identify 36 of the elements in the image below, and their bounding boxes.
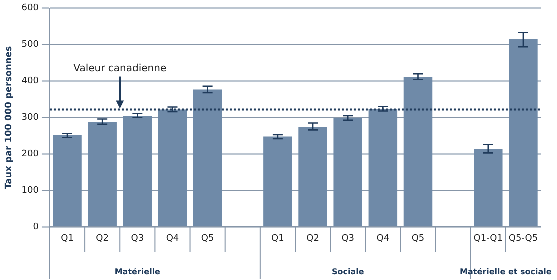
bar <box>368 109 398 226</box>
bar <box>474 149 503 226</box>
x-tick-label: Q3 <box>342 234 355 244</box>
bar <box>264 136 292 226</box>
bar <box>123 116 152 226</box>
ref-line-label: Valeur canadienne <box>74 63 167 74</box>
text: Matérielle et sociale <box>460 267 552 276</box>
bar <box>298 127 328 226</box>
y-tick-label: 200 <box>22 150 40 160</box>
x-tick-label: Q2 <box>306 234 320 244</box>
bar <box>193 90 222 226</box>
x-tick-label: Q2 <box>96 234 109 244</box>
bar <box>509 39 538 226</box>
y-axis-title: Taux par 100 000 personnes <box>4 46 15 190</box>
x-tick-label: Q4 <box>166 234 180 244</box>
y-tick-label: 500 <box>22 40 40 50</box>
text: Sociale <box>332 267 365 276</box>
x-tick-label: Q1 <box>272 234 284 244</box>
x-tick-label: Q5 <box>201 234 214 244</box>
bar <box>404 77 433 226</box>
y-tick-label: 600 <box>22 4 40 14</box>
y-tick-label: 400 <box>22 76 40 87</box>
x-tick-label: Q1 <box>61 234 74 244</box>
y-tick-label: 100 <box>22 186 40 196</box>
y-tick-label: 300 <box>22 113 40 124</box>
text: Matérielle <box>114 267 162 276</box>
bar <box>158 110 188 226</box>
x-tick-label: Q5 <box>412 234 425 244</box>
x-tick-label: Q5-Q5 <box>508 234 538 244</box>
bar <box>53 135 82 226</box>
bar <box>88 122 117 226</box>
x-tick-label: Q4 <box>376 234 390 244</box>
x-tick-label: Q3 <box>131 234 144 244</box>
bar <box>334 118 362 226</box>
x-tick-label: Q1-Q1 <box>474 234 503 244</box>
y-tick-label: 0 <box>33 222 40 233</box>
